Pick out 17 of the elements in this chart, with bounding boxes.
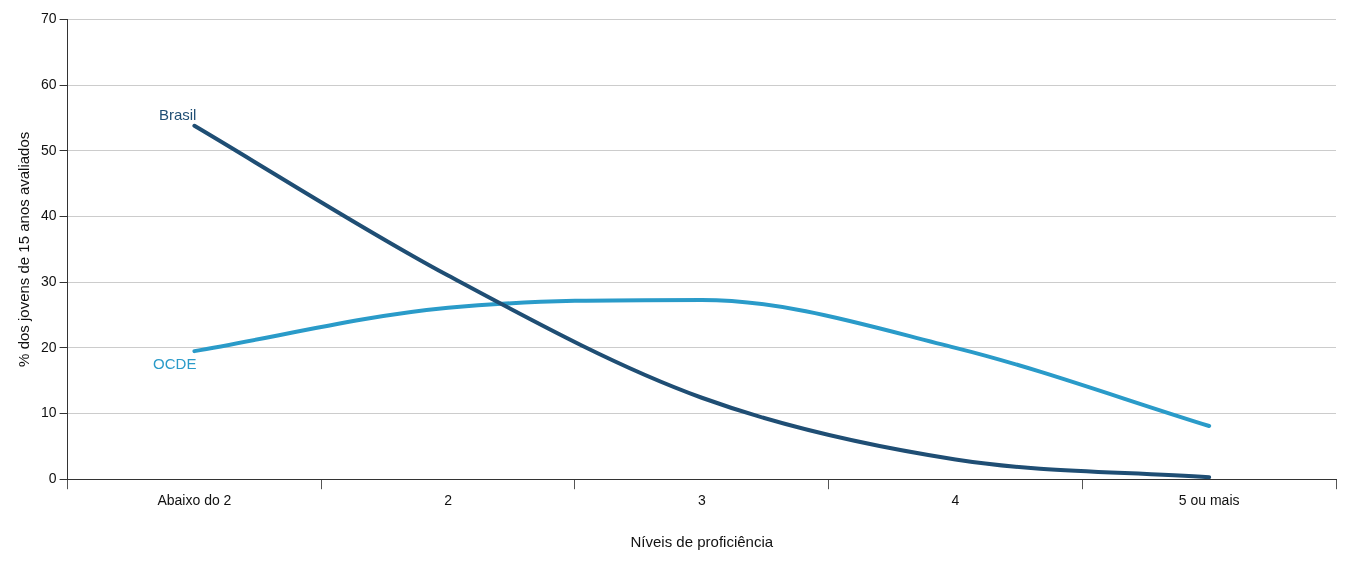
x-axis-title: Níveis de proficiência [630, 533, 774, 551]
series-label: Brasil [158, 106, 197, 124]
y-tick-label: 70 [40, 10, 57, 27]
y-tick-label: 30 [40, 273, 57, 289]
x-tick-label: 3 [697, 492, 706, 509]
y-tick-label: 20 [40, 338, 57, 355]
y-tick-label: 40 [40, 207, 57, 224]
y-tick-label: 10 [40, 404, 57, 421]
y-axis-title: % dos jovens de 15 anos avaliados [15, 131, 33, 367]
x-tick-label: 4 [951, 492, 960, 509]
y-tick-label: 50 [40, 141, 57, 158]
y-tick-label: 60 [40, 75, 57, 92]
x-tick-label: Abaixo do 2 [157, 492, 232, 509]
series-label: OCDE [153, 354, 197, 372]
x-tick-label: 2 [444, 492, 453, 509]
x-tick-label: 5 ou mais [1178, 492, 1240, 509]
y-tick-label: 0 [48, 470, 57, 487]
